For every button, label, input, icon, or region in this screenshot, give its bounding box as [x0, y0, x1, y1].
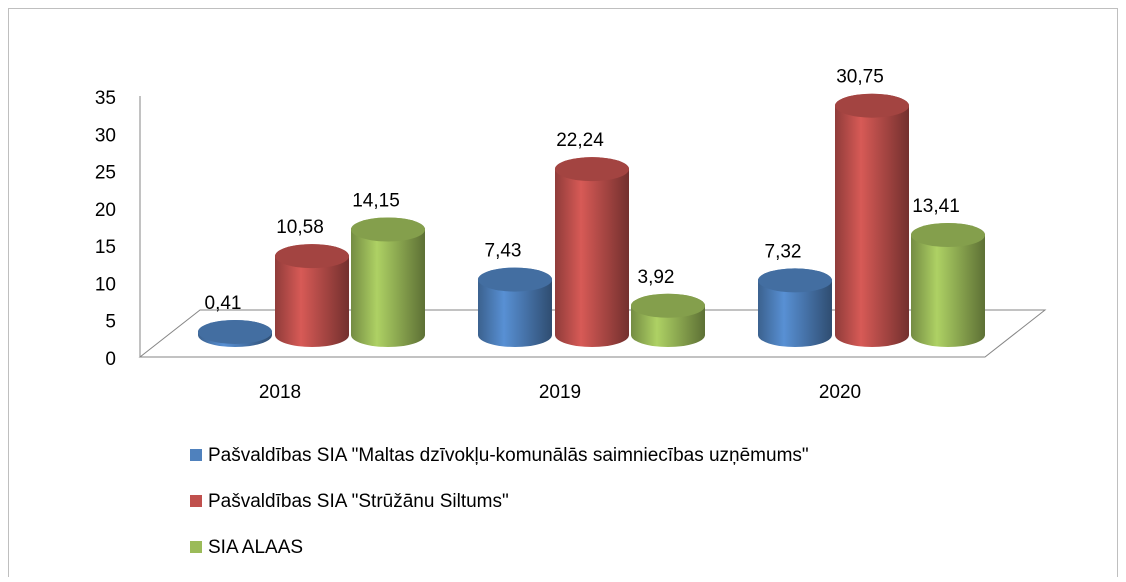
x-tick-label: 2019: [539, 382, 581, 403]
y-tick-label: 35: [95, 88, 116, 109]
data-label: 10,58: [276, 217, 324, 238]
bar: [351, 217, 425, 347]
legend-label: SIA ALAAS: [208, 537, 303, 558]
bar-top: [758, 268, 832, 293]
legend-swatch: [190, 541, 202, 553]
data-label: 7,43: [485, 241, 522, 262]
y-tick-label: 10: [95, 274, 116, 295]
bar-top: [198, 319, 272, 344]
data-label: 30,75: [836, 67, 884, 88]
legend-swatch: [190, 495, 202, 507]
legend-label: Pašvaldības SIA "Maltas dzīvokļu-komunāl…: [208, 445, 809, 466]
y-tick-label: 20: [95, 200, 116, 221]
data-label: 13,41: [912, 196, 960, 217]
bar-top: [275, 244, 349, 269]
legend-swatch: [190, 449, 202, 461]
y-tick-label: 15: [95, 237, 116, 258]
data-label: 22,24: [556, 130, 604, 151]
bar-top: [351, 217, 425, 242]
bar: [275, 244, 349, 347]
bar-top: [555, 157, 629, 182]
data-label: 3,92: [638, 267, 675, 288]
bar: [555, 157, 629, 347]
x-tick-label: 2020: [819, 382, 861, 403]
bar-top: [478, 267, 552, 292]
y-tick-label: 30: [95, 125, 116, 146]
bar-top: [631, 293, 705, 318]
bar: [835, 93, 909, 347]
y-tick-label: 5: [105, 312, 116, 333]
bar-top: [835, 93, 909, 118]
bar: [911, 222, 985, 347]
data-label: 7,32: [765, 241, 802, 262]
legend-label: Pašvaldības SIA "Strūžānu Siltums": [208, 491, 509, 512]
y-tick-label: 0: [105, 349, 116, 370]
data-label: 14,15: [352, 190, 400, 211]
x-tick-label: 2018: [259, 382, 301, 403]
bar-top: [911, 222, 985, 247]
data-label: 0,41: [205, 293, 242, 314]
y-tick-label: 25: [95, 163, 116, 184]
